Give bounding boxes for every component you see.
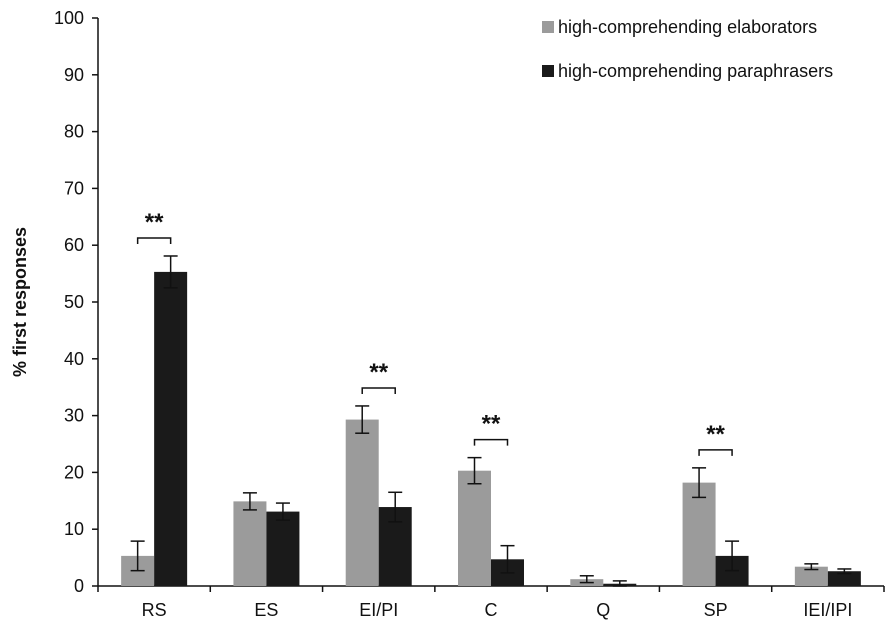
significance-bracket xyxy=(136,237,172,244)
y-tick-label: 90 xyxy=(64,65,84,85)
significance-label: ** xyxy=(145,209,164,236)
bar xyxy=(794,566,828,586)
significance-bracket xyxy=(361,387,396,394)
bar xyxy=(345,419,379,586)
x-tick-label: EI/PI xyxy=(359,600,398,620)
significance-bracket xyxy=(473,438,509,446)
significance-markers: ** ** ** ** xyxy=(136,209,733,456)
y-tick-label: 10 xyxy=(64,519,84,539)
y-axis-title: % first responses xyxy=(10,227,30,377)
bar xyxy=(827,571,861,586)
y-tick-label: 50 xyxy=(64,292,84,312)
bar xyxy=(266,511,300,586)
x-tick-label: C xyxy=(485,600,498,620)
significance-bracket xyxy=(698,449,733,456)
x-tick-label: SP xyxy=(704,600,728,620)
x-tick-label: Q xyxy=(596,600,610,620)
y-tick-label: 30 xyxy=(64,406,84,426)
significance-label: ** xyxy=(706,421,725,448)
legend-swatch xyxy=(542,65,554,77)
significance-label: ** xyxy=(369,359,388,386)
x-tick-label: IEI/IPI xyxy=(803,600,852,620)
bar xyxy=(154,271,188,586)
x-tick-label: RS xyxy=(142,600,167,620)
y-tick-label: 60 xyxy=(64,235,84,255)
y-tick-label: 80 xyxy=(64,122,84,142)
x-tick-labels: RS ES EI/PI C Q SP IEI/IPI xyxy=(142,600,853,620)
bar xyxy=(682,482,716,586)
bar xyxy=(233,501,267,586)
y-ticks: 0 10 20 30 40 50 60 70 80 90 100 xyxy=(54,8,98,596)
y-tick-label: 0 xyxy=(74,576,84,596)
bars xyxy=(121,271,861,586)
y-tick-label: 70 xyxy=(64,178,84,198)
legend-swatch xyxy=(542,21,554,33)
y-tick-label: 40 xyxy=(64,349,84,369)
bar xyxy=(458,470,491,586)
x-tick-label: ES xyxy=(254,600,278,620)
significance-label: ** xyxy=(482,411,501,438)
legend-label: high-comprehending paraphrasers xyxy=(558,61,833,81)
legend: high-comprehending elaborators high-compr… xyxy=(542,17,833,81)
y-tick-label: 20 xyxy=(64,462,84,482)
y-tick-label: 100 xyxy=(54,8,84,28)
error-bars xyxy=(130,255,852,587)
legend-label: high-comprehending elaborators xyxy=(558,17,817,37)
